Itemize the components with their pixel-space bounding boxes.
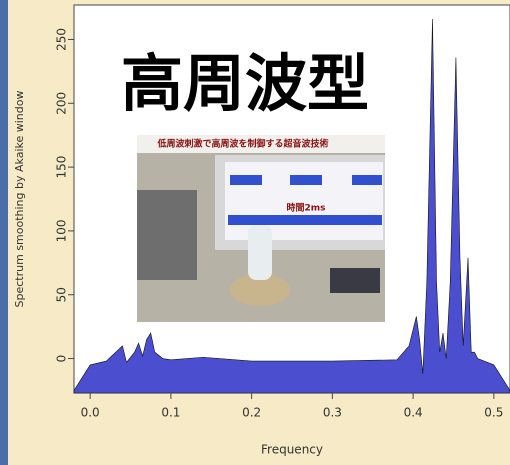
x-tick-label: 0.5 — [484, 406, 503, 420]
x-tick-label: 0.1 — [161, 406, 180, 420]
y-tick-label: 200 — [55, 92, 69, 115]
overlay-title: 高周波型 — [121, 47, 369, 120]
wave — [352, 175, 382, 185]
wave — [228, 215, 382, 225]
plot-layer — [73, 19, 510, 394]
screen — [225, 162, 383, 240]
flask — [248, 225, 272, 280]
x-tick-label: 0.0 — [81, 406, 100, 420]
photo: 低周波刺激で高周波を制御する超音波技術 時間2ms — [137, 135, 385, 322]
photo-annotation: 時間2ms — [287, 202, 326, 214]
wave — [290, 175, 322, 185]
y-tick-label: 150 — [55, 156, 69, 179]
area — [73, 19, 510, 394]
y-tick-label: 250 — [55, 28, 69, 51]
y-tick-label: 100 — [55, 219, 69, 242]
dish — [230, 274, 290, 306]
wave — [230, 175, 262, 185]
y-tick-label: 0 — [55, 355, 69, 363]
x-tick-label: 0.2 — [242, 406, 261, 420]
photo-caption: 低周波刺激で高周波を制御する超音波技術 — [156, 138, 328, 150]
x-tick-label: 0.4 — [404, 406, 423, 420]
x-tick-label: 0.3 — [323, 406, 342, 420]
photo-caption-bar — [137, 135, 385, 153]
x-axis-label: Frequency — [261, 443, 323, 457]
side-stripe — [0, 0, 8, 465]
board — [330, 268, 380, 293]
y-axis-label: Spectrum smoothing by Akaike window — [13, 91, 26, 308]
device — [137, 190, 197, 280]
y-tick-label: 50 — [55, 287, 69, 302]
